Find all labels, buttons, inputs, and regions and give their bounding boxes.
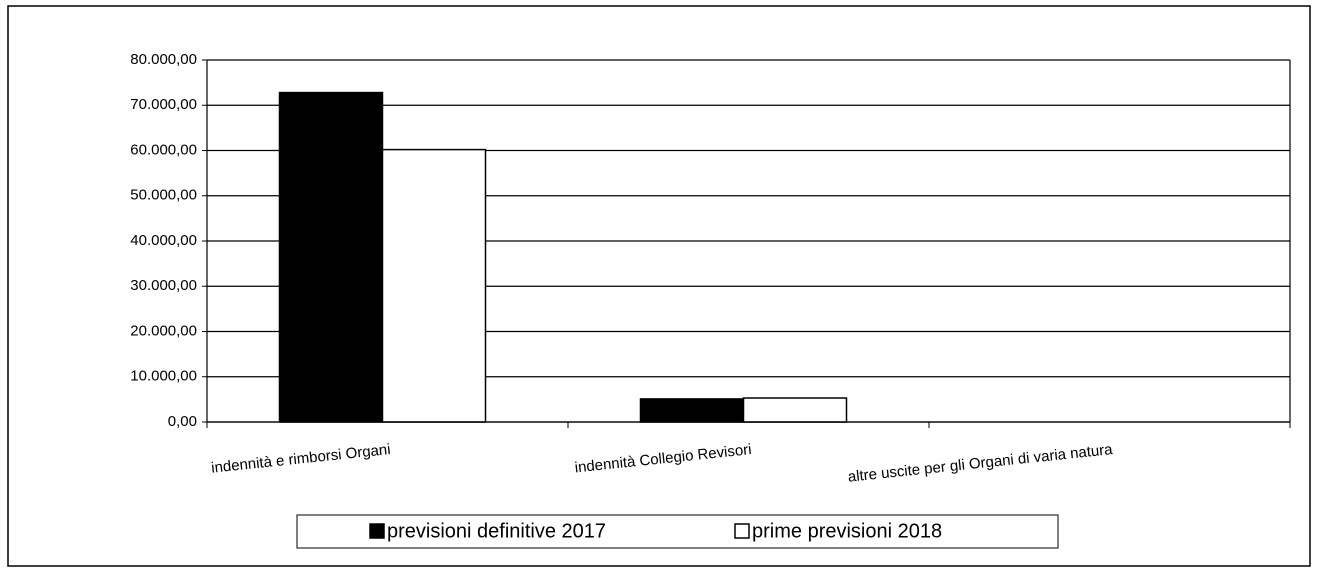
y-tick-label: 50.000,00: [130, 187, 197, 204]
x-tick-label: indennità e rimborsi Organi: [210, 441, 391, 477]
bar: [742, 397, 848, 423]
y-tick-label: 0,00: [168, 413, 197, 430]
legend-swatch: [734, 523, 750, 539]
x-tick-label: indennità Collegio Revisori: [574, 441, 752, 476]
y-tick-label: 10.000,00: [130, 368, 197, 385]
legend-box: [296, 514, 1059, 549]
legend-swatch: [369, 523, 385, 539]
y-tick-label: 20.000,00: [130, 322, 197, 339]
y-tick-label: 40.000,00: [130, 232, 197, 249]
y-tick-label: 30.000,00: [130, 277, 197, 294]
legend-label: previsioni definitive 2017: [387, 520, 606, 542]
chart-border: [7, 5, 1311, 567]
legend-label: prime previsioni 2018: [752, 520, 942, 542]
x-tick-label: altre uscite per gli Organi di varia nat…: [847, 441, 1114, 486]
y-tick-label: 70.000,00: [130, 96, 197, 113]
bar: [381, 148, 487, 423]
y-tick-label: 60.000,00: [130, 141, 197, 158]
bar: [639, 398, 745, 423]
y-tick-label: 80.000,00: [130, 51, 197, 68]
bar: [278, 91, 384, 423]
